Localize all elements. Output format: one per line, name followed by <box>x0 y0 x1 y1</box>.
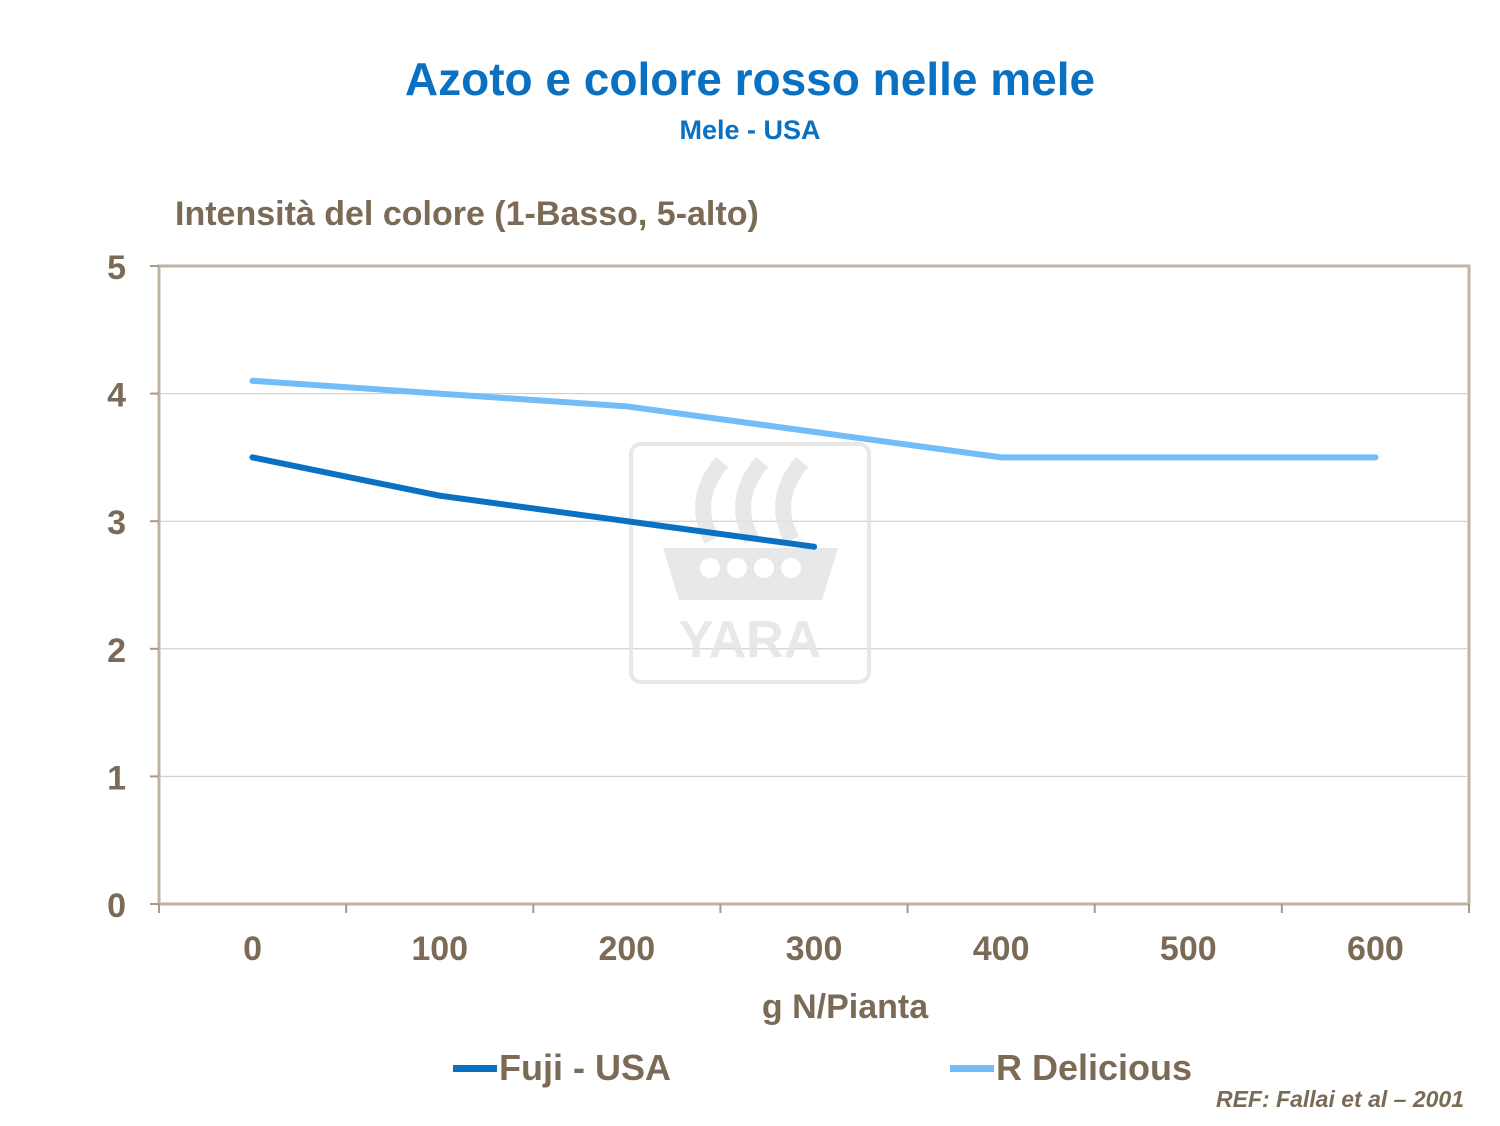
data-point <box>249 454 256 461</box>
legend-item-r-delicious: R Delicious <box>950 1046 1192 1090</box>
data-point <box>998 454 1005 461</box>
data-point <box>623 403 630 410</box>
chart-subtitle: Mele - USA <box>679 115 821 145</box>
x-tick-label: 500 <box>1160 930 1217 968</box>
watermark-text: YARA <box>679 611 822 669</box>
y-tick-label: 5 <box>107 249 126 287</box>
legend-label-fuji: Fuji - USA <box>499 1047 671 1088</box>
data-point <box>1185 454 1192 461</box>
y-tick-label: 4 <box>107 377 126 415</box>
x-tick-label: 0 <box>243 930 262 968</box>
data-point <box>249 377 256 384</box>
data-point <box>436 492 443 499</box>
data-point <box>1372 454 1379 461</box>
x-tick-label: 100 <box>411 930 468 968</box>
y-tick-label: 2 <box>107 632 126 670</box>
legend-item-fuji: Fuji - USA <box>453 1046 671 1090</box>
chart-title: Azoto e colore rosso nelle mele <box>404 53 1096 105</box>
y-axis-label: Intensità del colore (1-Basso, 5-alto) <box>175 195 759 233</box>
data-point <box>436 390 443 397</box>
y-tick-label: 3 <box>107 504 126 542</box>
legend-label-r-delicious: R Delicious <box>996 1047 1193 1088</box>
plot-area <box>157 264 1471 906</box>
data-point <box>811 543 817 550</box>
legend-swatch-r-delicious <box>950 1064 994 1072</box>
x-tick-label: 300 <box>786 930 843 968</box>
x-axis-label: g N/Pianta <box>761 988 929 1026</box>
reference-note: REF: Fallai et al – 2001 <box>1215 1086 1464 1112</box>
x-tick-label: 600 <box>1347 930 1404 968</box>
yara-logo-icon: YARA <box>629 442 871 684</box>
x-tick-label: 200 <box>598 930 655 968</box>
data-point <box>623 518 630 525</box>
series-line-fuji-usa <box>249 454 817 550</box>
y-tick-label: 0 <box>107 887 126 925</box>
legend-swatch-fuji <box>453 1064 497 1072</box>
x-tick-label: 400 <box>973 930 1030 968</box>
data-point <box>811 428 817 435</box>
y-tick-label: 1 <box>107 759 126 797</box>
